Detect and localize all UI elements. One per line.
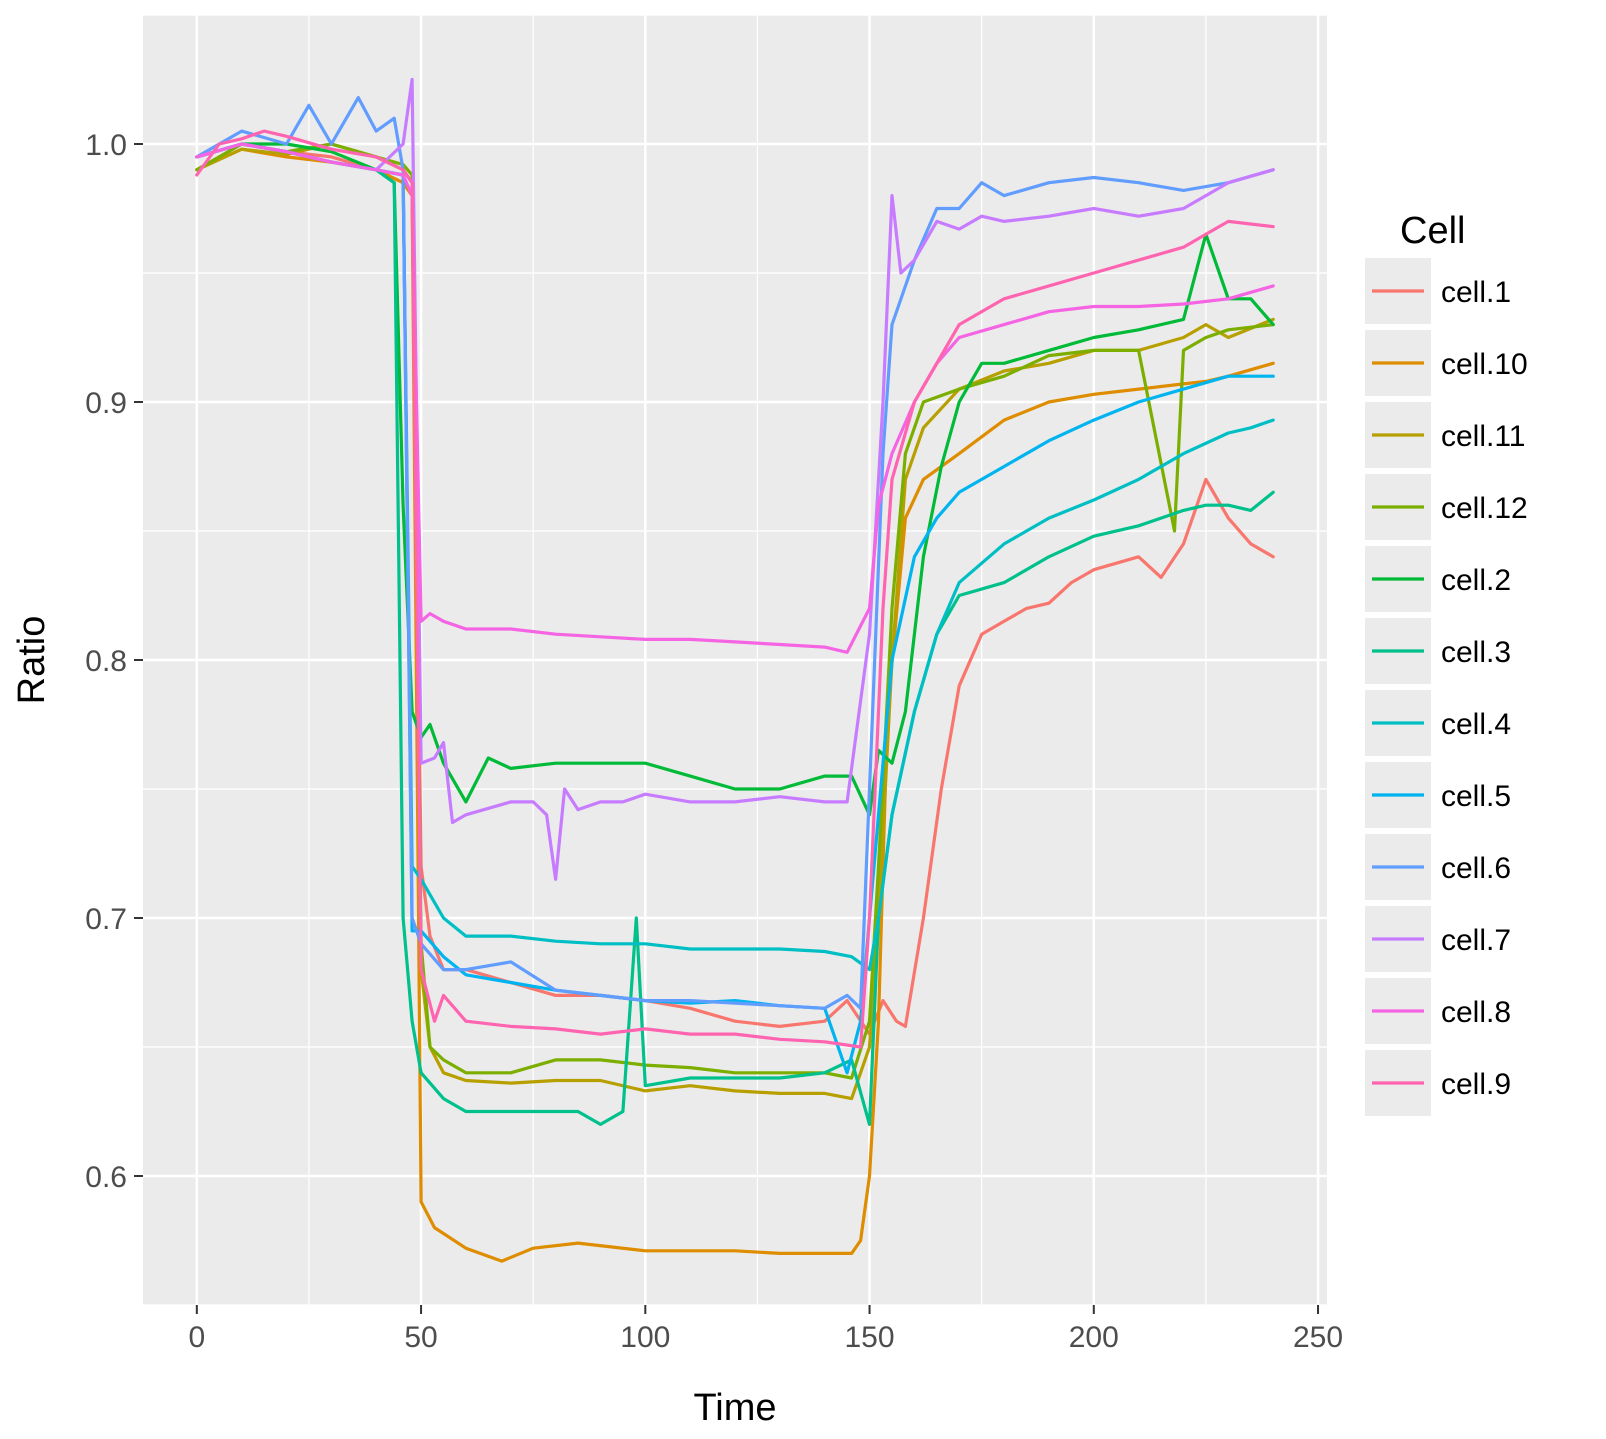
x-axis-title: Time [693, 1387, 776, 1429]
x-tick-label: 100 [620, 1321, 670, 1354]
legend-label: cell.3 [1441, 636, 1511, 669]
legend-label: cell.12 [1441, 492, 1528, 525]
legend-item-cell.12: cell.12 [1365, 474, 1528, 540]
series-line-cell.12 [195, 142, 1275, 1080]
legend: Cell cell.1cell.10cell.11cell.12cell.2ce… [1365, 210, 1528, 1116]
series-line-cell.3 [195, 142, 1275, 1127]
legend-label: cell.11 [1441, 420, 1526, 453]
legend-label: cell.8 [1441, 996, 1511, 1029]
legend-items: cell.1 cell.10 cell.11 cell.12 cell.2 cell.3 c… [1365, 258, 1528, 1116]
legend-label: cell.9 [1441, 1068, 1511, 1101]
x-tick-labels: 0 50 100 150 200 250 [188, 1321, 1343, 1354]
grid-major [143, 15, 1327, 1305]
legend-item-cell.6: cell.6 [1365, 834, 1511, 900]
x-tick-label: 150 [845, 1321, 895, 1354]
y-axis-title: Ratio [11, 616, 53, 705]
y-tick-labels: 0.6 0.7 0.8 0.9 1.0 [85, 129, 127, 1194]
y-tick-label: 0.8 [85, 645, 127, 678]
x-tick-label: 0 [188, 1321, 205, 1354]
axis-ticks [134, 143, 1320, 1314]
x-tick-label: 250 [1293, 1321, 1343, 1354]
series-line-cell.8 [195, 142, 1275, 654]
legend-label: cell.6 [1441, 852, 1511, 885]
legend-item-cell.5: cell.5 [1365, 762, 1511, 828]
legend-label: cell.7 [1441, 924, 1511, 957]
legend-label: cell.10 [1441, 348, 1528, 381]
series-line-cell.9 [195, 129, 1275, 1049]
legend-item-cell.11: cell.11 [1365, 402, 1526, 468]
legend-item-cell.7: cell.7 [1365, 906, 1511, 972]
legend-label: cell.1 [1441, 276, 1511, 309]
series-layer [195, 77, 1275, 1263]
legend-item-cell.1: cell.1 [1365, 258, 1511, 324]
legend-label: cell.4 [1441, 708, 1511, 741]
series-line-cell.6 [195, 95, 1275, 1010]
legend-label: cell.5 [1441, 780, 1511, 813]
legend-item-cell.2: cell.2 [1365, 546, 1511, 612]
legend-item-cell.9: cell.9 [1365, 1050, 1511, 1116]
legend-item-cell.8: cell.8 [1365, 978, 1511, 1044]
series-line-cell.2 [195, 142, 1275, 817]
x-tick-label: 200 [1069, 1321, 1119, 1354]
legend-item-cell.10: cell.10 [1365, 330, 1528, 396]
y-tick-label: 0.6 [85, 1161, 127, 1194]
legend-title: Cell [1400, 210, 1465, 252]
y-tick-label: 1.0 [85, 129, 127, 162]
x-tick-label: 50 [404, 1321, 437, 1354]
legend-item-cell.3: cell.3 [1365, 618, 1511, 684]
y-tick-label: 0.7 [85, 903, 127, 936]
y-tick-label: 0.9 [85, 387, 127, 420]
legend-item-cell.4: cell.4 [1365, 690, 1511, 756]
legend-label: cell.2 [1441, 564, 1511, 597]
